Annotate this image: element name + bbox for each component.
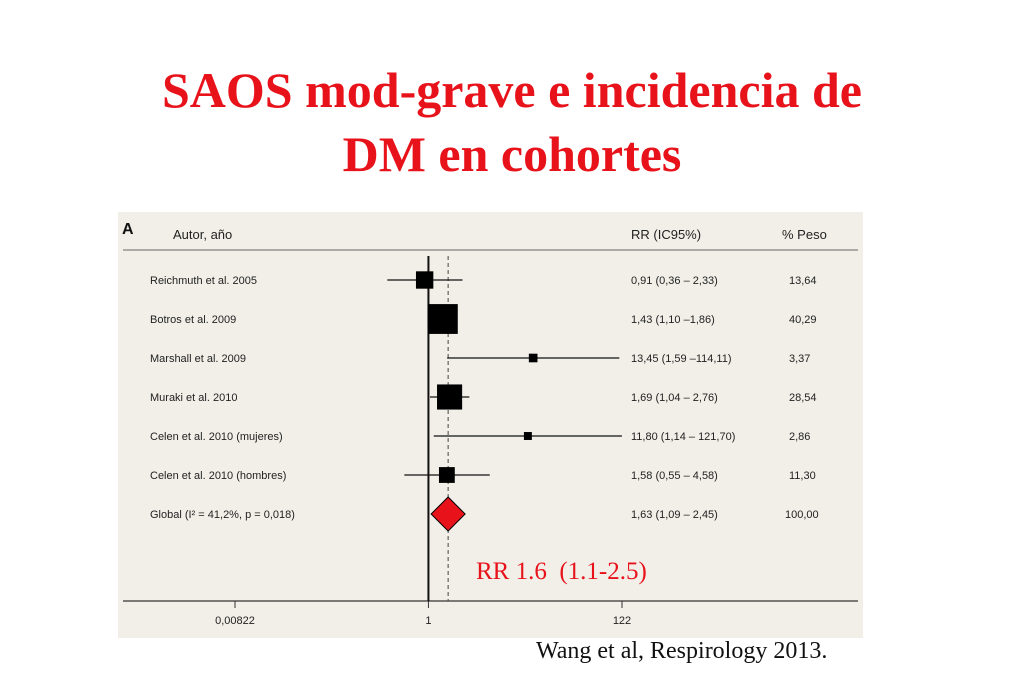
ci-text: 1,43 (1,10 –1,86) [631, 314, 715, 326]
slide-title-line-2: DM en cohortes [342, 126, 682, 182]
study-box [415, 271, 434, 289]
study-label: Celen et al. 2010 (hombres) [150, 470, 286, 482]
ci-text: 11,80 (1,14 – 121,70) [631, 431, 735, 443]
overall-weight-text: 100,00 [785, 509, 819, 521]
header-estimate: RR (IC95%) [631, 227, 701, 242]
weight-text: 40,29 [789, 314, 817, 326]
overall-diamond [430, 496, 466, 532]
ci-text: 1,69 (1,04 – 2,76) [631, 392, 718, 404]
summary-label: RR 1.6 (1.1-2.5) [476, 558, 647, 585]
study-label: Muraki et al. 2010 [150, 392, 237, 404]
study-box [437, 384, 463, 410]
forest-marks: Reichmuth et al. 2005 0,91 (0,36 – 2,33) 1… [150, 256, 819, 627]
overall-label: Global (I² = 41,2%, p = 0,018) [150, 509, 295, 521]
forest-plot-panel: A Autor, año RR (IC95%) % Peso Reichmuth… [118, 212, 863, 638]
study-label: Botros et al. 2009 [150, 314, 236, 326]
panel-letter: A [122, 221, 134, 238]
x-tick-label: 122 [613, 615, 631, 627]
study-label: Reichmuth et al. 2005 [150, 275, 257, 287]
citation: Wang et al, Respirology 2013. [536, 638, 828, 664]
weight-text: 3,37 [789, 353, 810, 365]
x-tick-label: 0,00822 [215, 615, 255, 627]
ci-text: 1,58 (0,55 – 4,58) [631, 470, 718, 482]
study-box [523, 432, 532, 440]
weight-text: 28,54 [789, 392, 817, 404]
overall-ci-text: 1,63 (1,09 – 2,45) [631, 509, 718, 521]
study-box [427, 304, 458, 334]
study-label: Marshall et al. 2009 [150, 353, 246, 365]
study-label: Celen et al. 2010 (mujeres) [150, 431, 283, 443]
weight-text: 13,64 [789, 275, 817, 287]
x-tick-label: 1 [425, 615, 431, 627]
study-box [438, 467, 455, 483]
header-weight: % Peso [782, 227, 827, 242]
slide-title-line-1: SAOS mod-grave e incidencia de [162, 62, 862, 118]
slide-title: SAOS mod-grave e incidencia de DM en coh… [60, 58, 964, 186]
study-box [528, 353, 538, 363]
forest-plot: A Autor, año RR (IC95%) % Peso Reichmuth… [122, 221, 858, 627]
ci-text: 0,91 (0,36 – 2,33) [631, 275, 718, 287]
weight-text: 2,86 [789, 431, 810, 443]
ci-text: 13,45 (1,59 –114,11) [631, 353, 732, 365]
weight-text: 11,30 [789, 470, 816, 482]
header-study: Autor, año [173, 227, 232, 242]
